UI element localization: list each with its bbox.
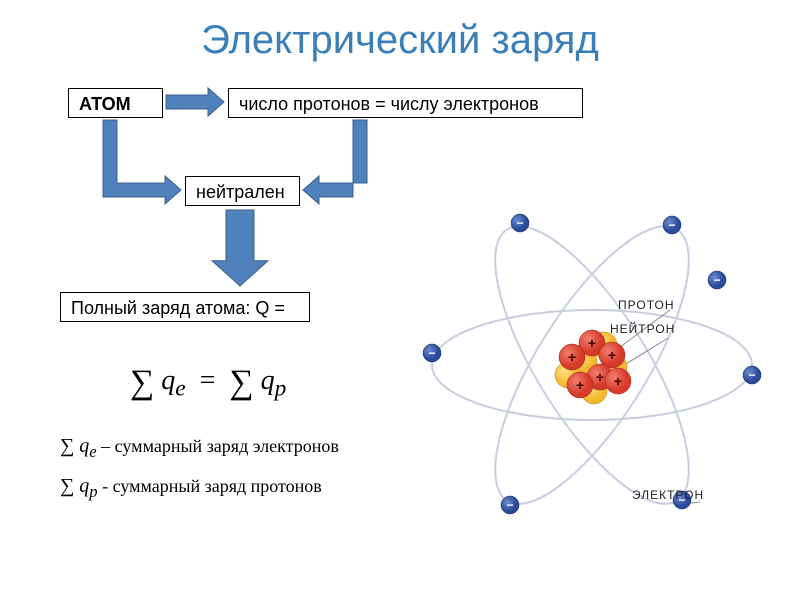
box-full-charge: Полный заряд атома: Q = — [60, 292, 310, 322]
box-neutral: нейтрален — [185, 176, 300, 206]
svg-text:+: + — [588, 335, 596, 351]
legend-protons: ∑ qp - суммарный заряд протонов — [60, 475, 322, 502]
svg-text:−: − — [713, 273, 720, 287]
legend-electrons: ∑ qe – суммарный заряд электронов — [60, 435, 339, 462]
svg-text:−: − — [428, 346, 435, 360]
label-neutron: НЕЙТРОН — [610, 322, 675, 336]
label-proton: ПРОТОН — [618, 298, 675, 312]
svg-text:−: − — [516, 216, 523, 230]
svg-text:+: + — [576, 377, 584, 393]
svg-text:+: + — [614, 373, 622, 389]
label-electron: ЭЛЕКТРОН — [632, 488, 704, 502]
box-equality: число протонов = числу электронов — [228, 88, 583, 118]
box-atom: АТОМ — [68, 88, 163, 118]
atom-diagram: ++++++−−−−−−− — [400, 190, 780, 530]
svg-text:+: + — [608, 347, 616, 363]
page-title: Электрический заряд — [0, 18, 800, 63]
svg-text:+: + — [568, 349, 576, 365]
formula-main: ∑ qe = ∑ qp — [130, 360, 286, 403]
svg-text:−: − — [506, 498, 513, 512]
svg-text:+: + — [596, 369, 604, 385]
svg-text:−: − — [668, 218, 675, 232]
svg-text:−: − — [748, 368, 755, 382]
